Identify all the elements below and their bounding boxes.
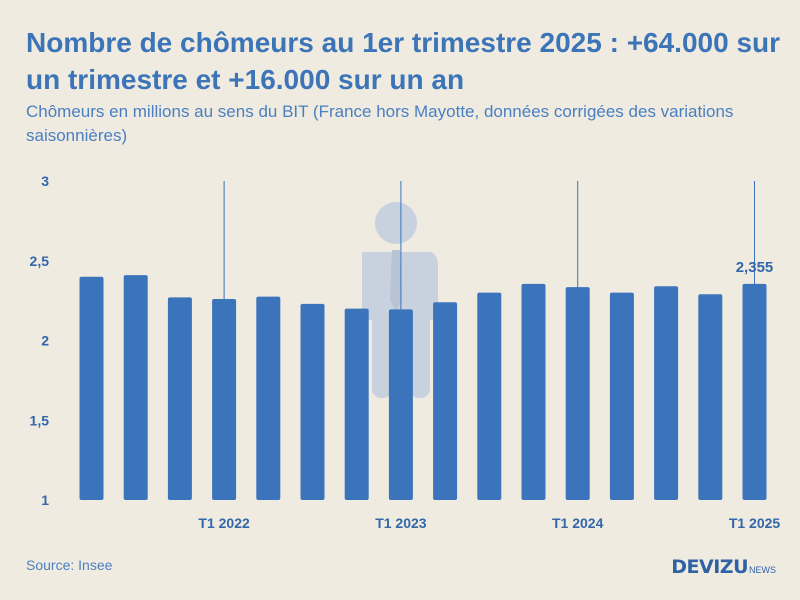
bar <box>521 283 546 500</box>
bars <box>79 275 767 500</box>
bar <box>388 309 413 500</box>
bar <box>609 292 634 500</box>
bar <box>300 303 325 500</box>
x-tick-label: T1 2025 <box>729 515 781 531</box>
y-tick-label: 2 <box>41 333 49 349</box>
x-tick-label: T1 2022 <box>198 515 250 531</box>
bar <box>654 286 679 500</box>
x-axis: T1 2022 T1 2023 T1 2024 T1 2025 <box>198 515 780 531</box>
bar <box>79 276 104 500</box>
x-tick-label: T1 2024 <box>552 515 604 531</box>
bar <box>742 283 767 500</box>
y-tick-label: 1,5 <box>30 412 50 428</box>
bar <box>256 296 281 500</box>
data-labels: 2,355 <box>736 259 774 276</box>
y-axis: 1 1,5 2 2,5 3 <box>30 173 50 508</box>
y-tick-label: 2,5 <box>30 253 50 269</box>
bar <box>477 292 502 500</box>
y-tick-label: 3 <box>41 173 49 189</box>
data-label: 2,355 <box>736 259 774 276</box>
bar <box>433 302 458 500</box>
bar <box>167 297 192 500</box>
bar <box>565 287 590 500</box>
x-tick-label: T1 2023 <box>375 515 427 531</box>
bar <box>344 308 369 500</box>
bar <box>212 299 237 500</box>
brand-suffix: NEWS <box>749 565 776 575</box>
brand-logo: DEVIZU NEWS <box>671 556 776 578</box>
bar <box>123 275 148 500</box>
bar <box>698 294 723 500</box>
brand-name: DEVIZU <box>671 556 748 578</box>
chart-subtitle: Chômeurs en millions au sens du BIT (Fra… <box>26 102 734 145</box>
y-tick-label: 1 <box>41 492 49 508</box>
source-note: Source: Insee <box>26 557 113 573</box>
chart-title: Nombre de chômeurs au 1er trimestre 2025… <box>26 27 781 95</box>
